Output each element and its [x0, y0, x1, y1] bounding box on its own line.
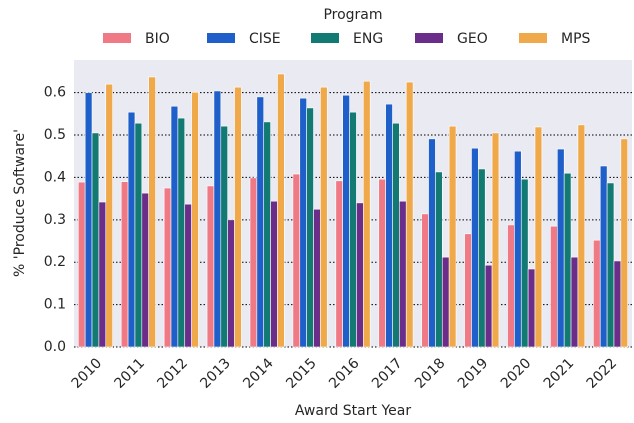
- bar: [191, 91, 199, 348]
- bar: [256, 96, 265, 348]
- legend-label: MPS: [561, 31, 591, 47]
- y-axis-label: % 'Produce Software': [12, 129, 28, 277]
- legend-title: Program: [323, 7, 382, 23]
- bar: [120, 181, 129, 348]
- x-tick-label: 2015: [283, 355, 320, 392]
- bar: [441, 256, 450, 348]
- y-tick-label: 0.5: [44, 127, 66, 143]
- y-tick-label: 0.6: [44, 85, 66, 101]
- bar: [270, 200, 278, 348]
- bar: [77, 181, 86, 348]
- bar: [599, 165, 608, 348]
- bar: [170, 105, 179, 348]
- bar: [292, 173, 301, 348]
- bar: [335, 180, 343, 348]
- bar: [356, 202, 364, 348]
- legend-swatch: [415, 33, 443, 43]
- bar: [249, 177, 258, 348]
- bar: [378, 178, 386, 348]
- bar: [213, 90, 222, 348]
- x-tick-label: 2019: [455, 355, 492, 392]
- y-tick-label: 0.1: [44, 297, 66, 313]
- bar: [570, 256, 579, 348]
- bar: [277, 73, 285, 348]
- x-tick-label: 2020: [498, 355, 535, 392]
- bar: [306, 107, 314, 348]
- bar: [141, 192, 149, 348]
- legend-swatch: [311, 33, 339, 43]
- bar: [527, 268, 536, 348]
- bar: [263, 121, 271, 348]
- bar: [299, 97, 307, 348]
- bar: [234, 86, 242, 348]
- bar: [313, 208, 321, 348]
- bar: [134, 122, 143, 348]
- y-tick-label: 0.2: [44, 254, 66, 270]
- bar: [342, 94, 350, 348]
- bar: [84, 92, 93, 348]
- bar: [320, 86, 328, 348]
- x-tick-label: 2022: [584, 355, 621, 392]
- x-tick-label: 2021: [541, 355, 578, 392]
- x-tick-label: 2010: [69, 355, 106, 392]
- y-tick-label: 0.0: [44, 339, 66, 355]
- bar: [593, 239, 601, 348]
- x-tick-label: 2018: [412, 355, 449, 392]
- x-tick-label: 2013: [197, 355, 234, 392]
- legend-swatch: [207, 33, 235, 43]
- bar: [163, 187, 172, 348]
- bar: [613, 260, 622, 348]
- bar: [428, 138, 436, 348]
- bar: [435, 171, 443, 348]
- bar: [206, 185, 215, 348]
- bar: [392, 122, 400, 348]
- bar: [577, 124, 586, 348]
- bar: [98, 201, 107, 348]
- bar: [399, 200, 407, 348]
- bar: [478, 168, 486, 348]
- bar: [557, 148, 565, 348]
- bar: [127, 111, 136, 348]
- bar: [105, 83, 113, 348]
- bar: [471, 147, 479, 348]
- legend-label: CISE: [249, 31, 281, 47]
- bar: [491, 132, 500, 348]
- bar: [349, 111, 357, 348]
- y-tick-label: 0.3: [44, 212, 66, 228]
- legend-label: GEO: [457, 31, 488, 47]
- bar: [184, 203, 192, 348]
- x-tick-label: 2012: [154, 355, 191, 392]
- x-tick-label: 2016: [326, 355, 363, 392]
- bar: [220, 125, 228, 348]
- legend-swatch: [519, 33, 547, 43]
- x-axis-label: Award Start Year: [295, 403, 411, 419]
- bar: [484, 264, 493, 348]
- bar: [464, 233, 472, 348]
- bar: [514, 150, 522, 348]
- bar: [534, 126, 543, 348]
- bar: [177, 117, 186, 348]
- legend-label: BIO: [145, 31, 170, 47]
- legend-label: ENG: [353, 31, 383, 47]
- bar: [550, 225, 558, 348]
- bar: [520, 178, 529, 348]
- bar: [421, 213, 429, 348]
- bar: [507, 224, 515, 348]
- bar: [363, 80, 371, 348]
- bar: [620, 138, 629, 348]
- bar: [563, 172, 572, 348]
- bar: [227, 219, 235, 348]
- bar: [606, 182, 615, 348]
- y-tick-label: 0.4: [44, 169, 66, 185]
- x-tick-label: 2011: [112, 355, 149, 392]
- x-tick-label: 2017: [369, 355, 406, 392]
- bar: [91, 132, 100, 348]
- bar: [405, 81, 414, 348]
- x-tick-label: 2014: [240, 355, 277, 392]
- legend-swatch: [103, 33, 131, 43]
- bar: [385, 103, 393, 348]
- bar: [448, 125, 457, 348]
- bar: [148, 76, 156, 348]
